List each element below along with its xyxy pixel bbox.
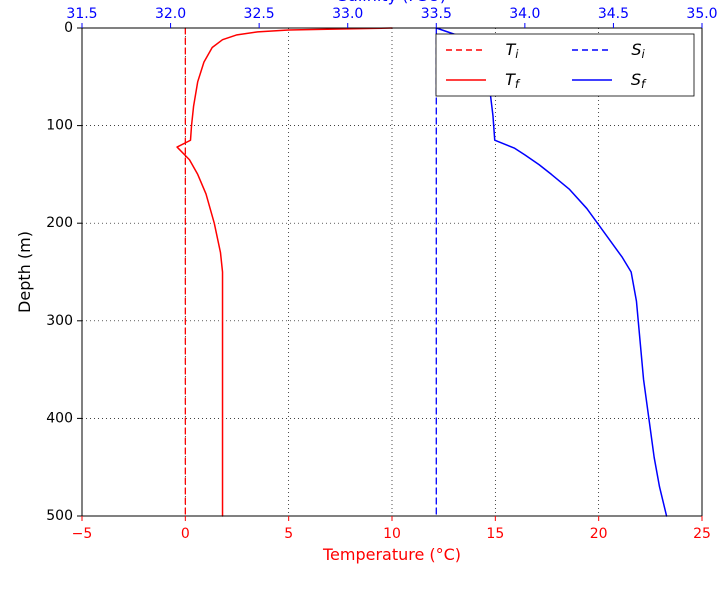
temp-tick-label: 20 [590, 526, 608, 542]
legend: TiSiTfSf [436, 34, 694, 96]
temperature-axis-label: Temperature (°C) [322, 545, 461, 564]
salinity-tick-label: 33.0 [332, 6, 363, 22]
salinity-tick-label: 34.0 [509, 6, 540, 22]
temp-tick-label: 5 [284, 526, 293, 542]
temp-tick-label: −5 [72, 526, 93, 542]
salinity-axis-label: Salinity (PSU) [338, 0, 446, 5]
salinity-tick-label: 34.5 [598, 6, 629, 22]
salinity-tick-label: 32.5 [244, 6, 275, 22]
depth-tick-label: 0 [64, 20, 73, 36]
temp-tick-label: 10 [383, 526, 401, 542]
salinity-tick-label: 31.5 [66, 6, 97, 22]
salinity-tick-label: 32.0 [155, 6, 186, 22]
temp-tick-label: 25 [693, 526, 711, 542]
depth-tick-label: 400 [46, 410, 73, 426]
salinity-tick-label: 33.5 [421, 6, 452, 22]
depth-tick-label: 200 [46, 215, 73, 231]
temp-tick-label: 15 [486, 526, 504, 542]
depth-tick-label: 100 [46, 118, 73, 134]
depth-tick-label: 500 [46, 508, 73, 524]
salinity-tick-label: 35.0 [686, 6, 717, 22]
depth-tick-label: 300 [46, 313, 73, 329]
temp-tick-label: 0 [181, 526, 190, 542]
depth-axis-label: Depth (m) [15, 231, 34, 313]
oceanographic-profile-chart: 0 100 200 300 400 500 Depth (m) −5 0 5 10 15 20 25 Tem… [0, 0, 720, 591]
